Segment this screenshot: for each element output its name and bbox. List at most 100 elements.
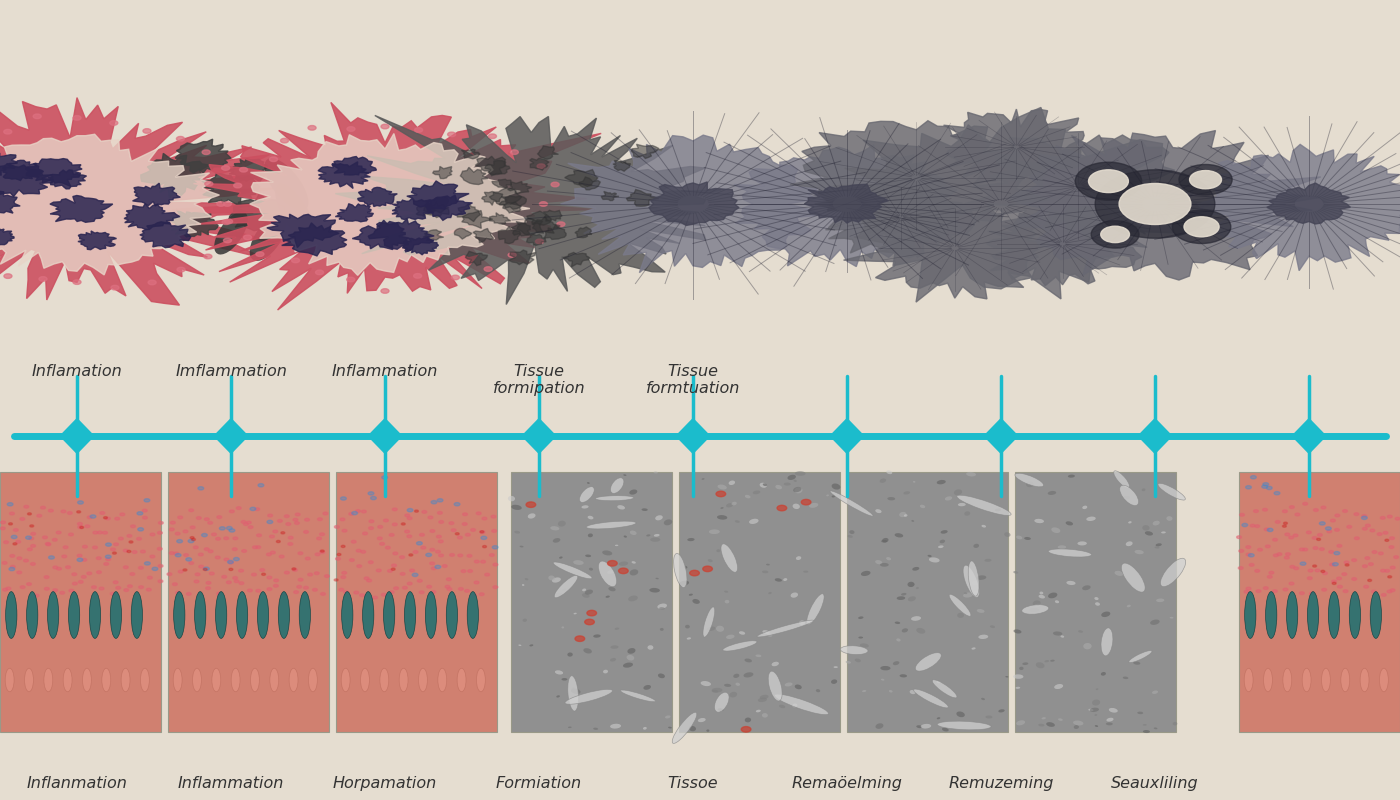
Circle shape [234, 558, 239, 561]
Circle shape [435, 566, 441, 569]
Ellipse shape [1154, 727, 1158, 730]
Polygon shape [475, 156, 505, 176]
Ellipse shape [1014, 674, 1023, 679]
Polygon shape [141, 154, 210, 198]
Circle shape [258, 484, 263, 487]
Ellipse shape [603, 670, 608, 674]
Circle shape [6, 587, 11, 590]
Ellipse shape [522, 584, 525, 586]
Circle shape [1306, 531, 1312, 534]
Circle shape [13, 542, 17, 545]
Circle shape [319, 551, 325, 554]
Circle shape [381, 594, 386, 596]
Polygon shape [416, 206, 435, 216]
Circle shape [217, 516, 221, 518]
Circle shape [24, 559, 28, 562]
Circle shape [412, 574, 419, 577]
Circle shape [454, 502, 461, 506]
Polygon shape [392, 198, 434, 219]
Circle shape [407, 509, 413, 512]
Circle shape [193, 546, 199, 549]
Ellipse shape [585, 590, 594, 594]
Polygon shape [368, 418, 402, 454]
Circle shape [178, 570, 183, 573]
Ellipse shape [784, 682, 792, 686]
Ellipse shape [1025, 537, 1030, 540]
Polygon shape [0, 164, 53, 197]
Circle shape [279, 555, 284, 558]
Ellipse shape [574, 613, 577, 614]
Ellipse shape [792, 703, 798, 707]
Circle shape [120, 513, 125, 516]
Circle shape [175, 554, 181, 557]
Ellipse shape [589, 568, 594, 570]
Circle shape [1089, 170, 1128, 193]
Circle shape [410, 569, 414, 572]
Ellipse shape [763, 483, 767, 486]
Circle shape [1361, 516, 1368, 519]
Circle shape [1274, 491, 1280, 495]
Polygon shape [48, 170, 87, 189]
Circle shape [1299, 548, 1305, 551]
Circle shape [1236, 536, 1242, 538]
Circle shape [1322, 570, 1324, 573]
Polygon shape [489, 213, 511, 224]
Polygon shape [462, 210, 493, 228]
Polygon shape [249, 134, 531, 275]
Polygon shape [455, 229, 472, 239]
Ellipse shape [861, 571, 871, 576]
Ellipse shape [342, 668, 350, 692]
Circle shape [315, 270, 323, 274]
Bar [511, 472, 672, 732]
Ellipse shape [916, 653, 941, 671]
Circle shape [111, 286, 119, 290]
Circle shape [442, 565, 447, 567]
Ellipse shape [958, 503, 966, 506]
Ellipse shape [749, 518, 759, 524]
Ellipse shape [735, 682, 741, 686]
Ellipse shape [886, 557, 892, 560]
Circle shape [475, 560, 479, 563]
Circle shape [1385, 539, 1389, 542]
Ellipse shape [1329, 592, 1340, 638]
Text: Seauxliling: Seauxliling [1112, 776, 1198, 791]
Ellipse shape [672, 712, 697, 743]
Circle shape [183, 569, 188, 571]
Circle shape [378, 537, 382, 540]
Circle shape [1334, 551, 1340, 554]
Ellipse shape [1067, 581, 1075, 585]
Ellipse shape [566, 690, 612, 704]
Polygon shape [564, 170, 598, 186]
Circle shape [144, 498, 150, 502]
Circle shape [63, 546, 69, 549]
Ellipse shape [122, 668, 130, 692]
Polygon shape [433, 166, 452, 178]
Circle shape [484, 266, 493, 271]
Circle shape [1390, 537, 1394, 539]
Circle shape [416, 542, 423, 545]
Circle shape [316, 537, 322, 540]
Circle shape [97, 570, 101, 574]
Circle shape [8, 522, 13, 525]
Circle shape [1354, 513, 1359, 515]
Circle shape [1337, 586, 1343, 588]
Circle shape [1309, 592, 1315, 595]
Circle shape [1303, 502, 1308, 505]
Ellipse shape [879, 478, 886, 483]
Polygon shape [423, 230, 444, 241]
Ellipse shape [1142, 730, 1149, 733]
Circle shape [1184, 217, 1219, 237]
Ellipse shape [1106, 722, 1113, 726]
Circle shape [435, 550, 441, 553]
Ellipse shape [1060, 635, 1064, 638]
Circle shape [8, 567, 15, 570]
Polygon shape [281, 223, 347, 256]
Ellipse shape [1092, 699, 1100, 706]
Ellipse shape [771, 662, 778, 666]
Text: Tissue
formipation: Tissue formipation [493, 364, 585, 396]
Ellipse shape [930, 558, 939, 562]
Circle shape [137, 538, 141, 540]
Ellipse shape [1173, 722, 1177, 726]
Ellipse shape [900, 674, 907, 678]
Ellipse shape [774, 578, 783, 582]
